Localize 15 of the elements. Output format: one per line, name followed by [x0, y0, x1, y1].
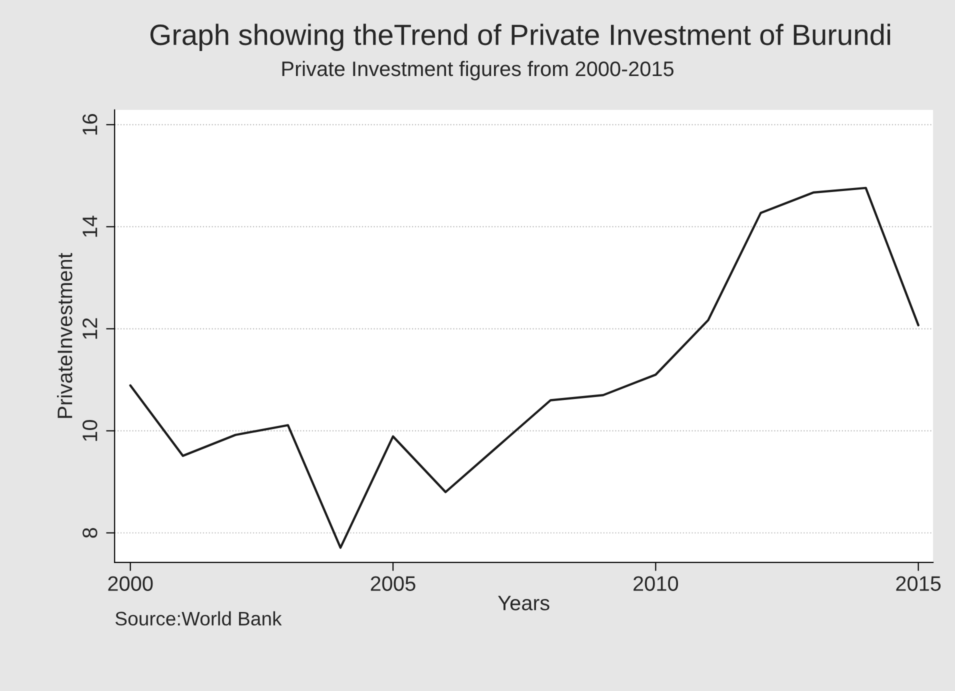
y-tick-label: 14 — [82, 216, 98, 237]
y-axis-title: PrivateInvestment — [57, 252, 72, 418]
y-tick-label: 16 — [82, 114, 98, 135]
chart-subtitle: Private Investment figures from 2000-2015 — [282, 60, 674, 80]
line-series — [129, 186, 920, 549]
y-tick-label: 8 — [82, 528, 98, 538]
x-tick-label: 2000 — [108, 576, 153, 591]
x-axis-title: Years — [498, 596, 550, 610]
x-tick-label: 2010 — [634, 576, 678, 591]
y-tick-label: 10 — [82, 420, 98, 441]
x-tick-label: 2015 — [896, 576, 941, 591]
x-tick-label: 2005 — [370, 576, 416, 591]
y-tick-label: 12 — [82, 318, 98, 339]
chart-title: Graph showing theTrend of Private Investment of Burundi — [150, 24, 890, 51]
source-note: Source:World Bank — [115, 611, 282, 626]
